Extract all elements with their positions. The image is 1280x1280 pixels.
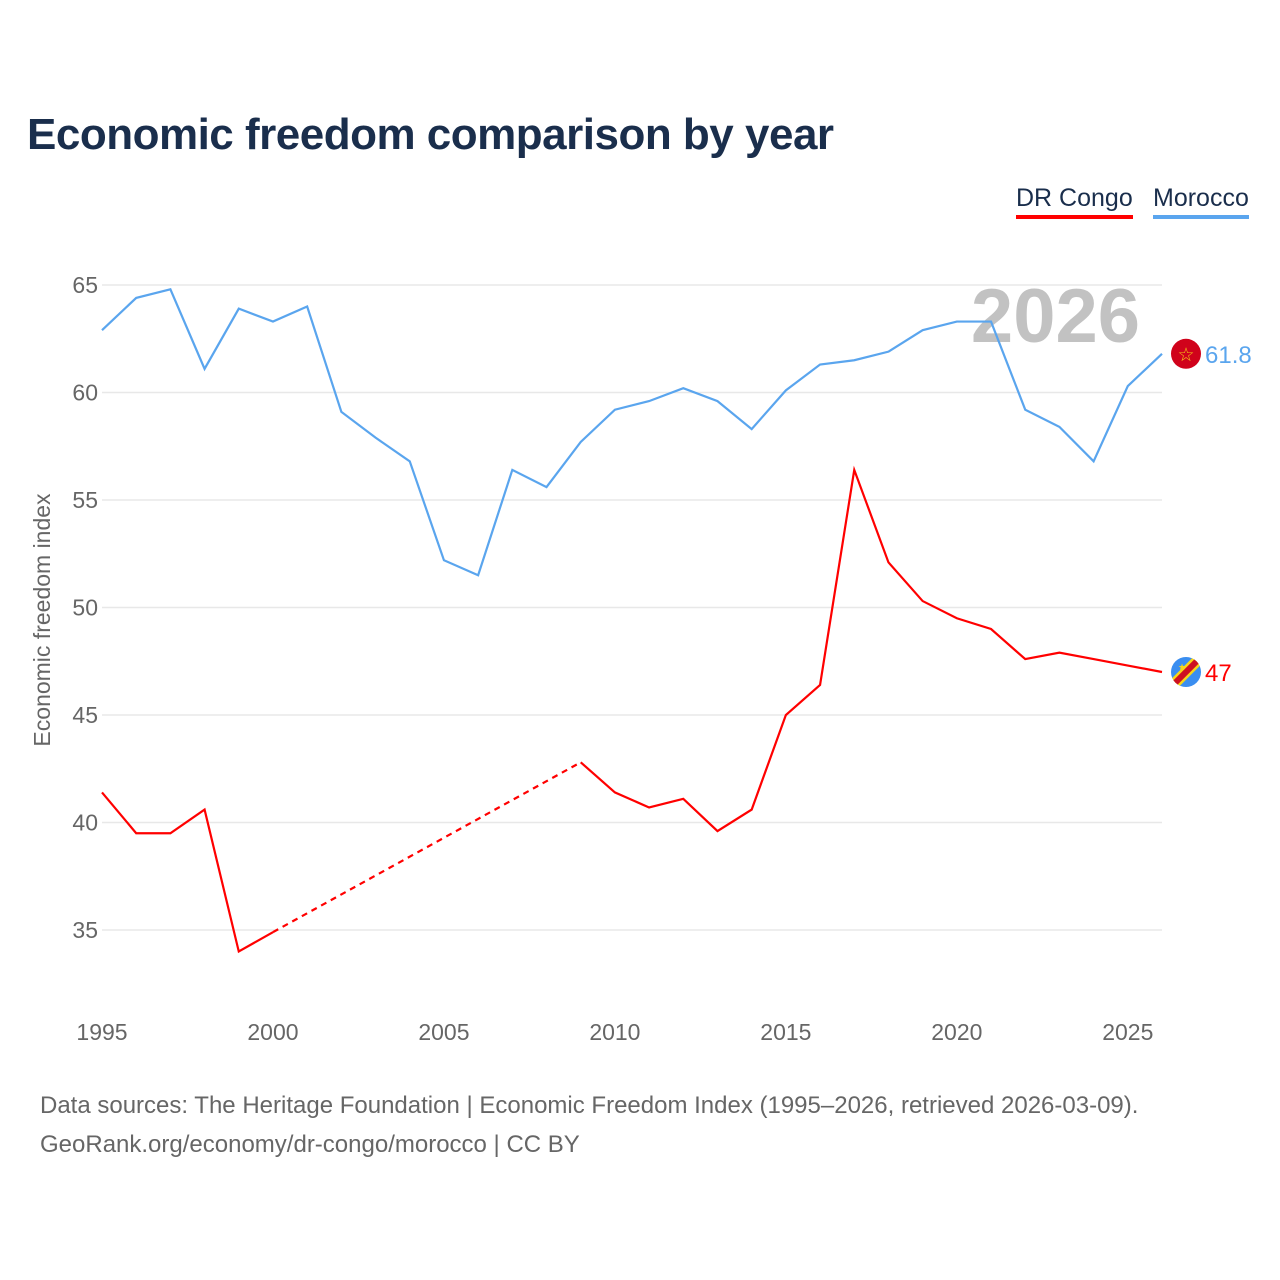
legend-morocco[interactable]: Morocco — [1153, 184, 1249, 219]
dr-congo-flag-icon: ★ — [1171, 657, 1201, 687]
y-tick-label: 45 — [72, 702, 98, 728]
y-tick-label: 60 — [72, 380, 98, 406]
x-tick-label: 2015 — [760, 1019, 811, 1045]
y-axis-label: Economic freedom index — [29, 493, 55, 747]
svg-text:☆: ☆ — [1177, 345, 1194, 366]
series-line-morocco — [101, 288, 1163, 577]
morocco-flag-icon: ☆ — [1171, 338, 1201, 369]
y-tick-label: 50 — [72, 595, 98, 621]
footer-sources: Data sources: The Heritage Foundation | … — [40, 1092, 1139, 1119]
x-tick-label: 2020 — [931, 1019, 982, 1045]
y-tick-label: 35 — [72, 917, 98, 943]
end-value-label: 47 — [1205, 660, 1232, 687]
y-tick-label: 55 — [72, 487, 98, 513]
series-gap-line — [272, 761, 582, 934]
chart-title: Economic freedom comparison by year — [27, 110, 834, 159]
x-tick-label: 2025 — [1102, 1019, 1153, 1045]
series-line-dr-congo — [579, 465, 1163, 833]
x-tick-label: 2010 — [589, 1019, 640, 1045]
x-tick-label: 2000 — [247, 1019, 298, 1045]
footer-link[interactable]: GeoRank.org/economy/dr-congo/morocco | C… — [40, 1131, 580, 1158]
y-tick-label: 65 — [72, 272, 98, 298]
series-line-dr-congo — [101, 791, 274, 954]
x-tick-label: 1995 — [76, 1019, 127, 1045]
year-watermark: 2026 — [971, 274, 1140, 359]
y-tick-label: 40 — [72, 810, 98, 836]
footer: Data sources: The Heritage Foundation | … — [40, 1086, 1138, 1164]
legend-dr-congo[interactable]: DR Congo — [1016, 184, 1133, 219]
svg-text:★: ★ — [1178, 662, 1186, 672]
x-tick-label: 2005 — [418, 1019, 469, 1045]
end-value-label: 61.8 — [1205, 342, 1252, 369]
